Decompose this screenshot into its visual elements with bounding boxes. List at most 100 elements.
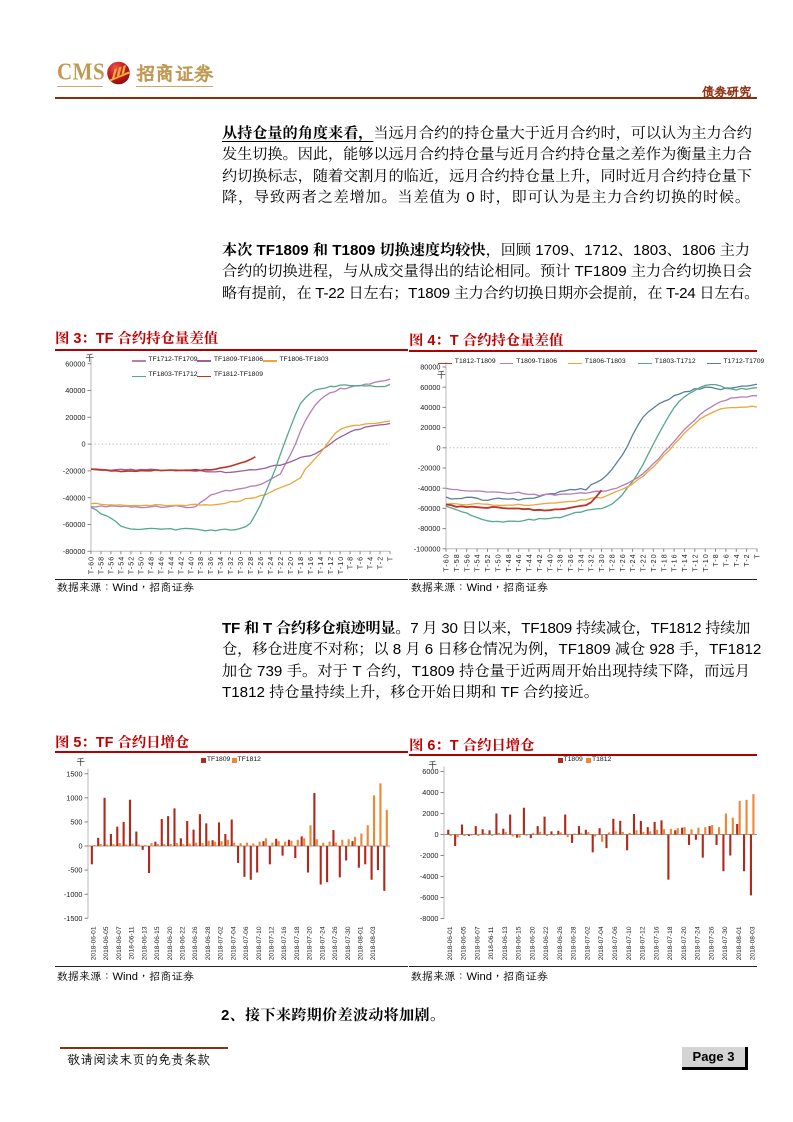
svg-text:2018-07-06: 2018-07-06 <box>612 926 619 960</box>
svg-text:2018-06-15: 2018-06-15 <box>154 926 161 960</box>
svg-text:-60000: -60000 <box>418 504 441 513</box>
svg-text:-20000: -20000 <box>63 467 86 476</box>
svg-text:2000: 2000 <box>422 809 438 818</box>
svg-text:2018-07-20: 2018-07-20 <box>681 926 688 960</box>
svg-text:500: 500 <box>70 818 82 827</box>
svg-text:T-10: T-10 <box>701 553 710 571</box>
svg-text:-80000: -80000 <box>63 547 86 556</box>
svg-text:2018-07-12: 2018-07-12 <box>269 926 276 960</box>
svg-text:80000: 80000 <box>420 363 440 372</box>
svg-text:2018-07-02: 2018-07-02 <box>585 926 592 960</box>
svg-text:2018-08-03: 2018-08-03 <box>370 926 377 960</box>
svg-text:T-22: T-22 <box>639 553 648 571</box>
svg-text:-80000: -80000 <box>418 524 441 533</box>
svg-text:40000: 40000 <box>420 403 440 412</box>
svg-text:T-26: T-26 <box>256 556 265 574</box>
svg-text:2018-06-01: 2018-06-01 <box>447 926 454 960</box>
svg-text:-20000: -20000 <box>418 464 441 473</box>
svg-text:60000: 60000 <box>65 359 85 368</box>
svg-text:T-32: T-32 <box>587 553 596 571</box>
svg-text:2018-06-05: 2018-06-05 <box>461 926 468 960</box>
svg-text:T-30: T-30 <box>597 553 606 571</box>
svg-text:2018-07-18: 2018-07-18 <box>667 926 674 960</box>
svg-text:2018-07-10: 2018-07-10 <box>256 926 263 960</box>
svg-text:-2000: -2000 <box>420 851 439 860</box>
svg-text:-40000: -40000 <box>63 493 86 502</box>
svg-text:-40000: -40000 <box>418 484 441 493</box>
svg-text:T-20: T-20 <box>649 553 658 571</box>
svg-text:T-60: T-60 <box>442 553 451 571</box>
svg-text:T-4: T-4 <box>366 556 375 569</box>
svg-text:T-16: T-16 <box>306 556 315 574</box>
svg-text:2018-06-11: 2018-06-11 <box>488 926 495 960</box>
svg-text:2018-06-13: 2018-06-13 <box>502 926 509 960</box>
svg-text:2018-06-13: 2018-06-13 <box>141 926 148 960</box>
svg-text:-1500: -1500 <box>64 914 83 923</box>
svg-text:千: 千 <box>428 760 437 770</box>
svg-text:T-44: T-44 <box>525 553 534 571</box>
svg-text:T-38: T-38 <box>196 556 205 574</box>
svg-text:T-28: T-28 <box>246 556 255 574</box>
svg-text:-60000: -60000 <box>63 520 86 529</box>
svg-text:T-42: T-42 <box>176 556 185 574</box>
svg-text:2018-06-22: 2018-06-22 <box>543 926 550 960</box>
svg-text:1500: 1500 <box>66 769 82 778</box>
svg-text:T-48: T-48 <box>504 553 513 571</box>
svg-text:2018-06-07: 2018-06-07 <box>116 926 123 960</box>
svg-text:T-22: T-22 <box>276 556 285 574</box>
svg-text:千: 千 <box>76 757 85 767</box>
svg-text:2018-07-24: 2018-07-24 <box>695 926 702 960</box>
svg-text:2018-06-15: 2018-06-15 <box>516 926 523 960</box>
svg-text:千: 千 <box>86 353 95 363</box>
svg-text:2018-07-16: 2018-07-16 <box>653 926 660 960</box>
svg-text:2018-06-20: 2018-06-20 <box>167 926 174 960</box>
svg-text:T-36: T-36 <box>566 553 575 571</box>
svg-text:千: 千 <box>437 370 446 380</box>
svg-text:40000: 40000 <box>65 386 85 395</box>
svg-text:T-34: T-34 <box>216 556 225 574</box>
svg-text:2018-07-04: 2018-07-04 <box>230 926 237 960</box>
svg-text:T-8: T-8 <box>711 553 720 566</box>
svg-text:T-6: T-6 <box>356 556 365 569</box>
svg-text:T-60: T-60 <box>87 556 96 574</box>
svg-text:2018-06-26: 2018-06-26 <box>557 926 564 960</box>
svg-text:-6000: -6000 <box>420 893 439 902</box>
svg-text:2018-07-16: 2018-07-16 <box>281 926 288 960</box>
svg-text:T-46: T-46 <box>514 553 523 571</box>
svg-text:2018-08-01: 2018-08-01 <box>358 926 365 960</box>
svg-text:2018-07-10: 2018-07-10 <box>626 926 633 960</box>
svg-text:2018-06-05: 2018-06-05 <box>103 926 110 960</box>
svg-text:2018-07-26: 2018-07-26 <box>332 926 339 960</box>
svg-text:T-36: T-36 <box>206 556 215 574</box>
svg-text:T-42: T-42 <box>535 553 544 571</box>
svg-text:2018-07-04: 2018-07-04 <box>598 926 605 960</box>
svg-text:T-50: T-50 <box>136 556 145 574</box>
svg-text:T-24: T-24 <box>266 556 275 574</box>
svg-text:T-12: T-12 <box>326 556 335 574</box>
svg-text:20000: 20000 <box>65 413 85 422</box>
svg-text:T-40: T-40 <box>186 556 195 574</box>
svg-text:2018-07-06: 2018-07-06 <box>243 926 250 960</box>
svg-text:T-8: T-8 <box>346 556 355 569</box>
svg-text:0: 0 <box>81 440 85 449</box>
svg-text:T-16: T-16 <box>670 553 679 571</box>
svg-text:-1000: -1000 <box>64 890 83 899</box>
svg-text:2018-07-30: 2018-07-30 <box>345 926 352 960</box>
svg-text:2018-07-18: 2018-07-18 <box>294 926 301 960</box>
svg-text:T-58: T-58 <box>97 556 106 574</box>
svg-text:T-44: T-44 <box>166 556 175 574</box>
svg-text:2018-07-20: 2018-07-20 <box>307 926 314 960</box>
svg-text:T: T <box>753 553 762 558</box>
svg-text:T-4: T-4 <box>732 553 741 566</box>
svg-text:2018-06-26: 2018-06-26 <box>192 926 199 960</box>
svg-text:0: 0 <box>434 830 438 839</box>
svg-text:T-18: T-18 <box>296 556 305 574</box>
svg-text:2018-06-20: 2018-06-20 <box>530 926 537 960</box>
svg-text:T-32: T-32 <box>226 556 235 574</box>
svg-text:1000: 1000 <box>66 793 82 802</box>
svg-text:T-24: T-24 <box>628 553 637 571</box>
svg-text:-500: -500 <box>68 866 83 875</box>
svg-text:T-14: T-14 <box>680 553 689 571</box>
svg-text:T-6: T-6 <box>722 553 731 566</box>
svg-text:T-30: T-30 <box>236 556 245 574</box>
